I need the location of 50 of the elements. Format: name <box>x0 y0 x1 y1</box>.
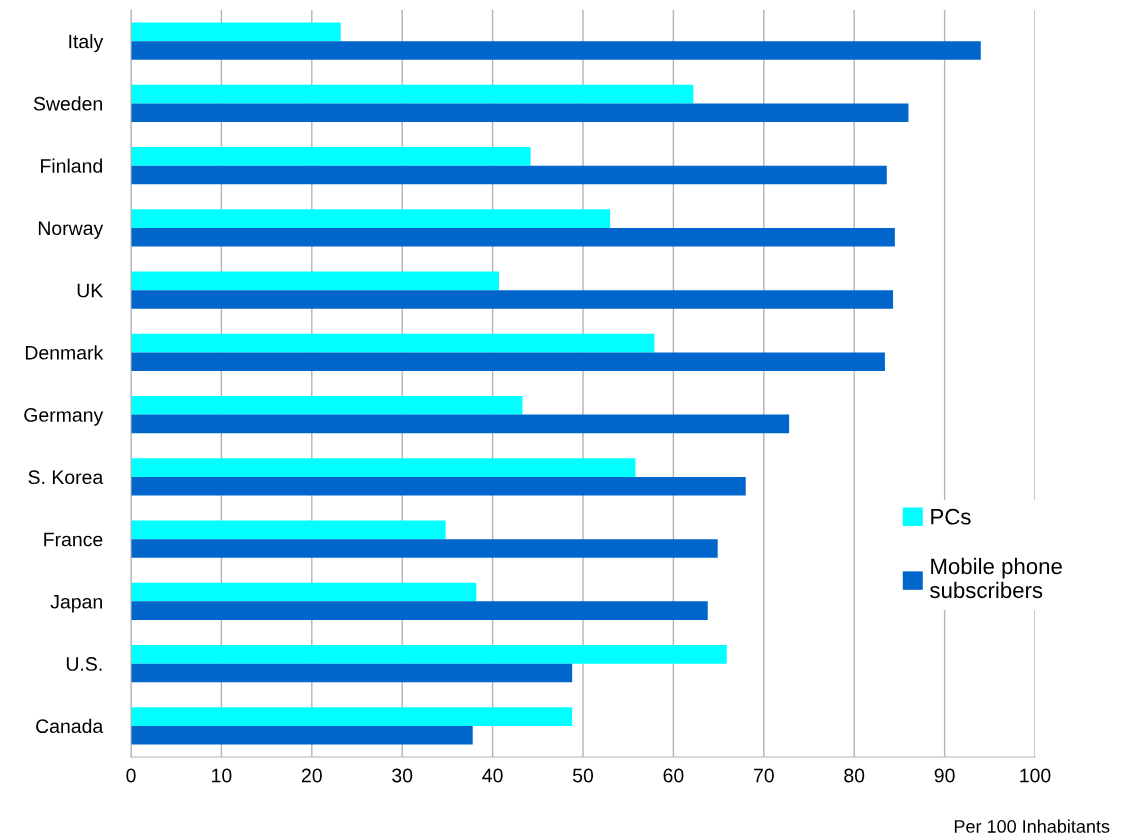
y-tick-label: Germany <box>24 408 104 426</box>
x-tick-label: 100 <box>1020 768 1051 783</box>
y-tick-label: UK <box>77 283 103 298</box>
bar <box>131 520 446 540</box>
bar <box>131 103 909 123</box>
legend-label: PCs <box>931 508 971 525</box>
x-tick-label: 20 <box>301 768 322 783</box>
bar <box>131 84 694 104</box>
y-tick-label: France <box>44 532 103 547</box>
bar <box>131 165 887 185</box>
bar <box>131 414 790 434</box>
bar <box>131 601 708 621</box>
bar <box>131 352 885 372</box>
x-tick-label: 80 <box>844 768 865 783</box>
y-tick-label: U.S. <box>66 657 102 671</box>
x-tick-label: 90 <box>934 768 955 783</box>
bar <box>131 582 477 602</box>
y-tick-label: Norway <box>38 221 104 239</box>
x-tick-label: 70 <box>753 768 774 783</box>
bar <box>131 271 499 291</box>
bar <box>131 227 895 247</box>
bar <box>131 333 655 353</box>
bar <box>131 22 341 42</box>
bar <box>131 539 718 558</box>
x-tick-label: 10 <box>212 768 232 783</box>
y-tick-label: Denmark <box>25 345 104 360</box>
bar <box>131 476 746 496</box>
legend-label: Mobile phone subscribers <box>930 557 1062 599</box>
bar <box>131 725 473 745</box>
bar <box>131 644 727 664</box>
bar <box>131 146 531 166</box>
y-tick-label: Italy <box>69 34 104 53</box>
y-tick-label: Finland <box>41 158 102 173</box>
bar <box>131 41 981 60</box>
bar <box>131 395 523 415</box>
y-tick-label: Japan <box>50 595 102 613</box>
x-tick-label: 40 <box>482 768 503 783</box>
x-tick-label: 0 <box>126 768 136 783</box>
x-tick-label: 50 <box>572 768 594 783</box>
x-tick-label: 30 <box>392 768 413 783</box>
bar <box>131 707 573 726</box>
x-axis-title: Per 100 Inhabitants <box>954 819 1110 833</box>
bar <box>131 458 636 477</box>
y-tick-label: S. Korea <box>28 470 104 485</box>
bar <box>131 209 611 228</box>
y-tick-label: Canada <box>36 718 104 734</box>
x-tick-label: 60 <box>663 768 684 783</box>
y-tick-label: Sweden <box>33 96 102 111</box>
bar <box>131 663 573 683</box>
bar <box>131 290 894 309</box>
